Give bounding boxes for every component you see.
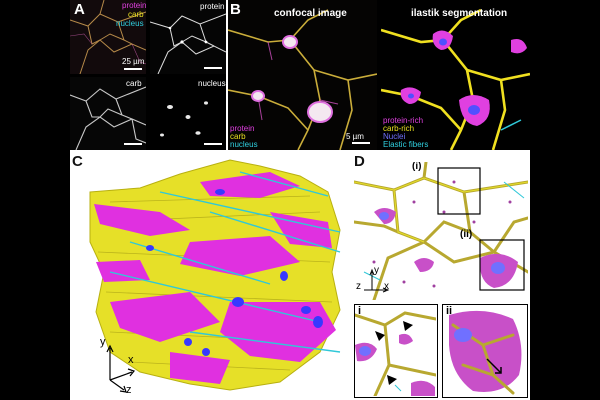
confocal-title: confocal image [274, 8, 347, 19]
roi-box-ii [479, 239, 525, 291]
confocal-micrograph [228, 9, 377, 150]
3d-reconstruction [89, 159, 341, 393]
scale-bar [352, 142, 370, 144]
right-margin [530, 0, 600, 400]
scale-bar [204, 67, 222, 69]
panel-a: protein carb nucleus 25 µm protein [70, 0, 226, 150]
panel-d: (i) (ii) z y x D i [352, 152, 530, 400]
panel-b-segmentation: ilastik segmentation protein-rich carb-r… [381, 0, 530, 150]
axis-label-x: x [128, 354, 134, 366]
scale-bar [124, 68, 142, 70]
panel-d-inset-ii: ii [442, 304, 528, 398]
roi-label-i: (i) [412, 162, 422, 172]
panel-d-inset-i: i [354, 304, 438, 398]
axis-label-y: y [374, 265, 379, 276]
panel-d-overview: (i) (ii) z y x [354, 162, 528, 300]
axis-label-y: y [100, 336, 106, 348]
axis-label-x: x [384, 281, 389, 292]
panel-label-c: C [72, 153, 83, 170]
legend-elastic-fibers: Elastic fibers [383, 140, 429, 149]
legend-carb: carb [230, 132, 246, 141]
nucleus-micrograph [160, 101, 208, 137]
scale-bar [204, 143, 222, 145]
scale-label: 5 µm [346, 132, 364, 141]
protein-micrograph [150, 13, 226, 74]
panel-a-protein-tile: protein [150, 0, 226, 74]
panel-c: C y x z [70, 152, 348, 400]
carb-tile-label: carb [126, 79, 142, 88]
inset-i-render [355, 311, 436, 396]
axis-label-z: z [126, 384, 132, 396]
axis-label-z: z [356, 281, 361, 292]
scale-bar [124, 143, 142, 145]
legend-protein: protein [230, 124, 255, 133]
channel-label-carb: carb [128, 10, 144, 19]
inset-label-i: i [358, 305, 362, 317]
arrow [486, 358, 502, 374]
legend-nucleus: nucleus [230, 140, 258, 149]
arrowheads [375, 321, 413, 385]
merge-micrograph [70, 0, 146, 74]
segmentation-image [381, 8, 530, 150]
legend-nuclei: Nuclei [383, 132, 406, 141]
left-margin [0, 0, 70, 400]
scale-label: 25 µm [122, 57, 145, 66]
panel-a-nucleus-tile: nucleus [150, 77, 226, 150]
panel-b: confocal image protein carb nucleus 5 µm [228, 0, 530, 150]
carb-micrograph [70, 86, 146, 150]
panel-a-carb-tile: carb [70, 77, 146, 150]
panel-label-b: B [230, 1, 241, 18]
segmentation-title: ilastik segmentation [411, 8, 508, 19]
legend-protein-rich: protein-rich [383, 116, 424, 125]
panel-b-confocal: confocal image protein carb nucleus 5 µm [228, 0, 377, 150]
panel-label-a: A [74, 1, 85, 18]
legend-carb-rich: carb-rich [383, 124, 415, 133]
panel-a-merge-tile: protein carb nucleus 25 µm [70, 0, 146, 74]
protein-tile-label: protein [200, 2, 225, 11]
channel-label-protein: protein [122, 1, 146, 10]
inset-ii-render [449, 310, 522, 395]
panel-label-d: D [354, 153, 365, 170]
nucleus-tile-label: nucleus [198, 79, 226, 88]
axis-glyph [106, 344, 136, 393]
roi-label-ii: (ii) [460, 229, 473, 240]
inset-label-ii: ii [446, 305, 453, 317]
roi-box-i [437, 167, 481, 215]
channel-label-nucleus: nucleus [116, 19, 144, 28]
overview-render [354, 162, 528, 300]
